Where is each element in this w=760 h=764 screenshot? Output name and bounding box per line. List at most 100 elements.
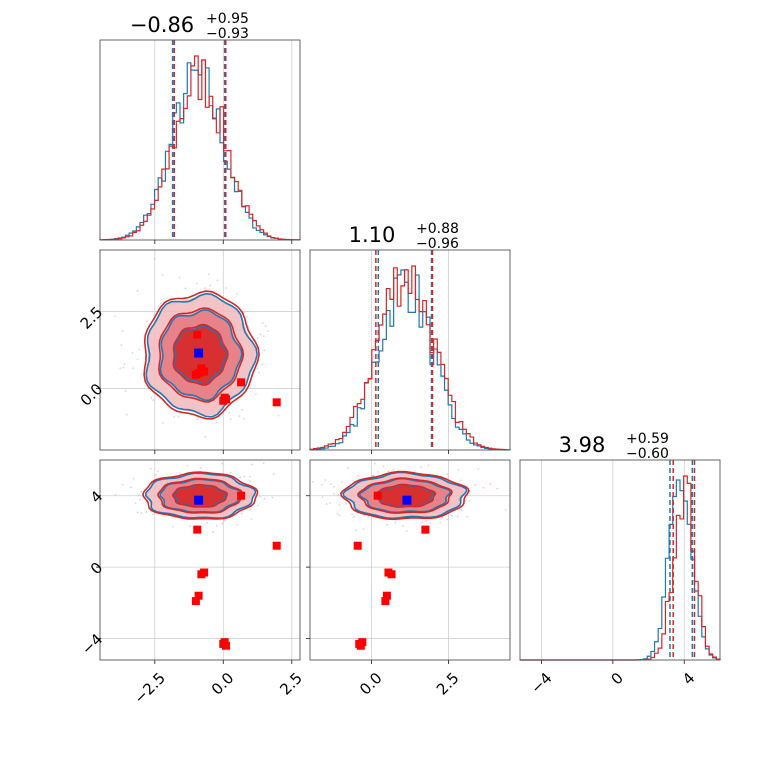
x-tick-label-1: 0.0 <box>356 669 386 699</box>
sample-point <box>186 464 189 467</box>
sample-point <box>382 465 385 468</box>
truth-point-red <box>219 396 228 405</box>
sample-point <box>161 274 164 276</box>
sample-point <box>376 470 379 473</box>
sample-point <box>311 480 314 483</box>
sample-point <box>468 500 471 502</box>
sample-point <box>248 475 251 478</box>
x-tick-label-0: 0.0 <box>208 669 238 699</box>
truth-point-red <box>421 525 430 534</box>
sample-point <box>227 411 230 414</box>
sample-point <box>240 512 243 515</box>
sample-point <box>250 518 253 520</box>
param-0-title-upper: +0.95 <box>206 11 249 27</box>
sample-point <box>333 493 335 495</box>
truth-point-red <box>384 568 393 577</box>
sample-point <box>172 525 174 528</box>
sample-point <box>159 302 162 305</box>
sample-point <box>196 418 198 421</box>
sample-point <box>124 390 127 392</box>
sample-point <box>246 316 248 318</box>
x-tick-label-0: −2.5 <box>130 669 168 707</box>
sample-point <box>363 514 366 517</box>
sample-point <box>271 496 274 499</box>
sample-point <box>114 493 117 496</box>
sample-point <box>482 486 485 489</box>
sample-point <box>259 333 262 336</box>
panel-border-pair-1-2 <box>309 459 511 661</box>
truth-point-red <box>381 597 390 606</box>
sample-point <box>262 335 265 338</box>
sample-point <box>206 521 209 524</box>
sample-point <box>123 363 126 366</box>
param-2-title: 3.98 <box>559 433 606 457</box>
sample-point <box>243 417 245 420</box>
histogram-1-series-1 <box>309 265 511 451</box>
sample-point <box>136 289 139 292</box>
truth-point-red <box>200 367 209 376</box>
sample-point <box>122 366 125 369</box>
sample-point <box>277 414 280 417</box>
y-tick-label-2: −4 <box>78 630 106 658</box>
sample-point <box>338 514 341 517</box>
sample-point <box>441 516 444 519</box>
sample-point <box>138 348 141 351</box>
sample-point <box>249 508 252 511</box>
sample-point <box>460 509 463 512</box>
sample-point <box>263 349 266 352</box>
sample-point <box>429 522 432 524</box>
sample-point <box>209 284 212 287</box>
sample-point <box>157 470 160 473</box>
sample-point <box>236 523 239 526</box>
truth-point-red <box>355 639 364 648</box>
x-tick-label-2: 4 <box>679 669 698 688</box>
sample-point <box>254 393 257 395</box>
contour-blue-2 <box>173 324 228 386</box>
sample-point <box>337 494 340 496</box>
panel-diag-2 <box>541 460 685 660</box>
y-tick-label-1: 2.5 <box>77 303 107 333</box>
sample-point <box>130 486 132 489</box>
sample-point <box>184 287 187 290</box>
sample-point <box>474 484 477 486</box>
sample-point <box>221 522 224 525</box>
sample-point <box>150 396 153 399</box>
sample-point <box>121 483 124 486</box>
sample-point <box>138 494 140 497</box>
contour-group-1-2 <box>311 462 507 533</box>
sample-point <box>229 418 232 421</box>
sample-point <box>373 462 376 465</box>
sample-point <box>446 518 449 521</box>
contour-red-0 <box>339 470 470 521</box>
sample-point <box>464 499 467 502</box>
sample-point <box>121 330 124 333</box>
sample-point <box>140 490 143 493</box>
sample-point <box>138 498 141 501</box>
sample-point <box>146 320 148 323</box>
sample-point <box>177 415 180 418</box>
sample-point <box>195 282 198 285</box>
sample-point <box>216 279 219 282</box>
x-tick-label-1: 2.5 <box>433 669 463 699</box>
truth-point-red <box>193 525 202 534</box>
sample-point <box>367 515 370 518</box>
sample-point <box>204 287 206 289</box>
sample-point <box>504 509 507 511</box>
sample-point <box>328 502 331 505</box>
sample-point <box>179 472 182 475</box>
sample-point <box>152 399 155 402</box>
truth-point-red <box>272 398 281 407</box>
sample-point <box>272 473 275 475</box>
contour-blue-1 <box>159 308 243 402</box>
sample-point <box>256 367 259 370</box>
sample-point <box>243 475 246 478</box>
sample-point <box>132 477 135 480</box>
sample-point <box>386 523 389 526</box>
contour-blue-0 <box>144 472 257 519</box>
sample-point <box>238 415 241 417</box>
histogram-2-series-1 <box>520 475 721 661</box>
param-0-title: −0.86 <box>130 13 194 37</box>
param-0-title-lower: −0.93 <box>206 26 249 42</box>
y-tick-label-1: 0.0 <box>77 380 107 410</box>
sample-point <box>446 473 449 476</box>
